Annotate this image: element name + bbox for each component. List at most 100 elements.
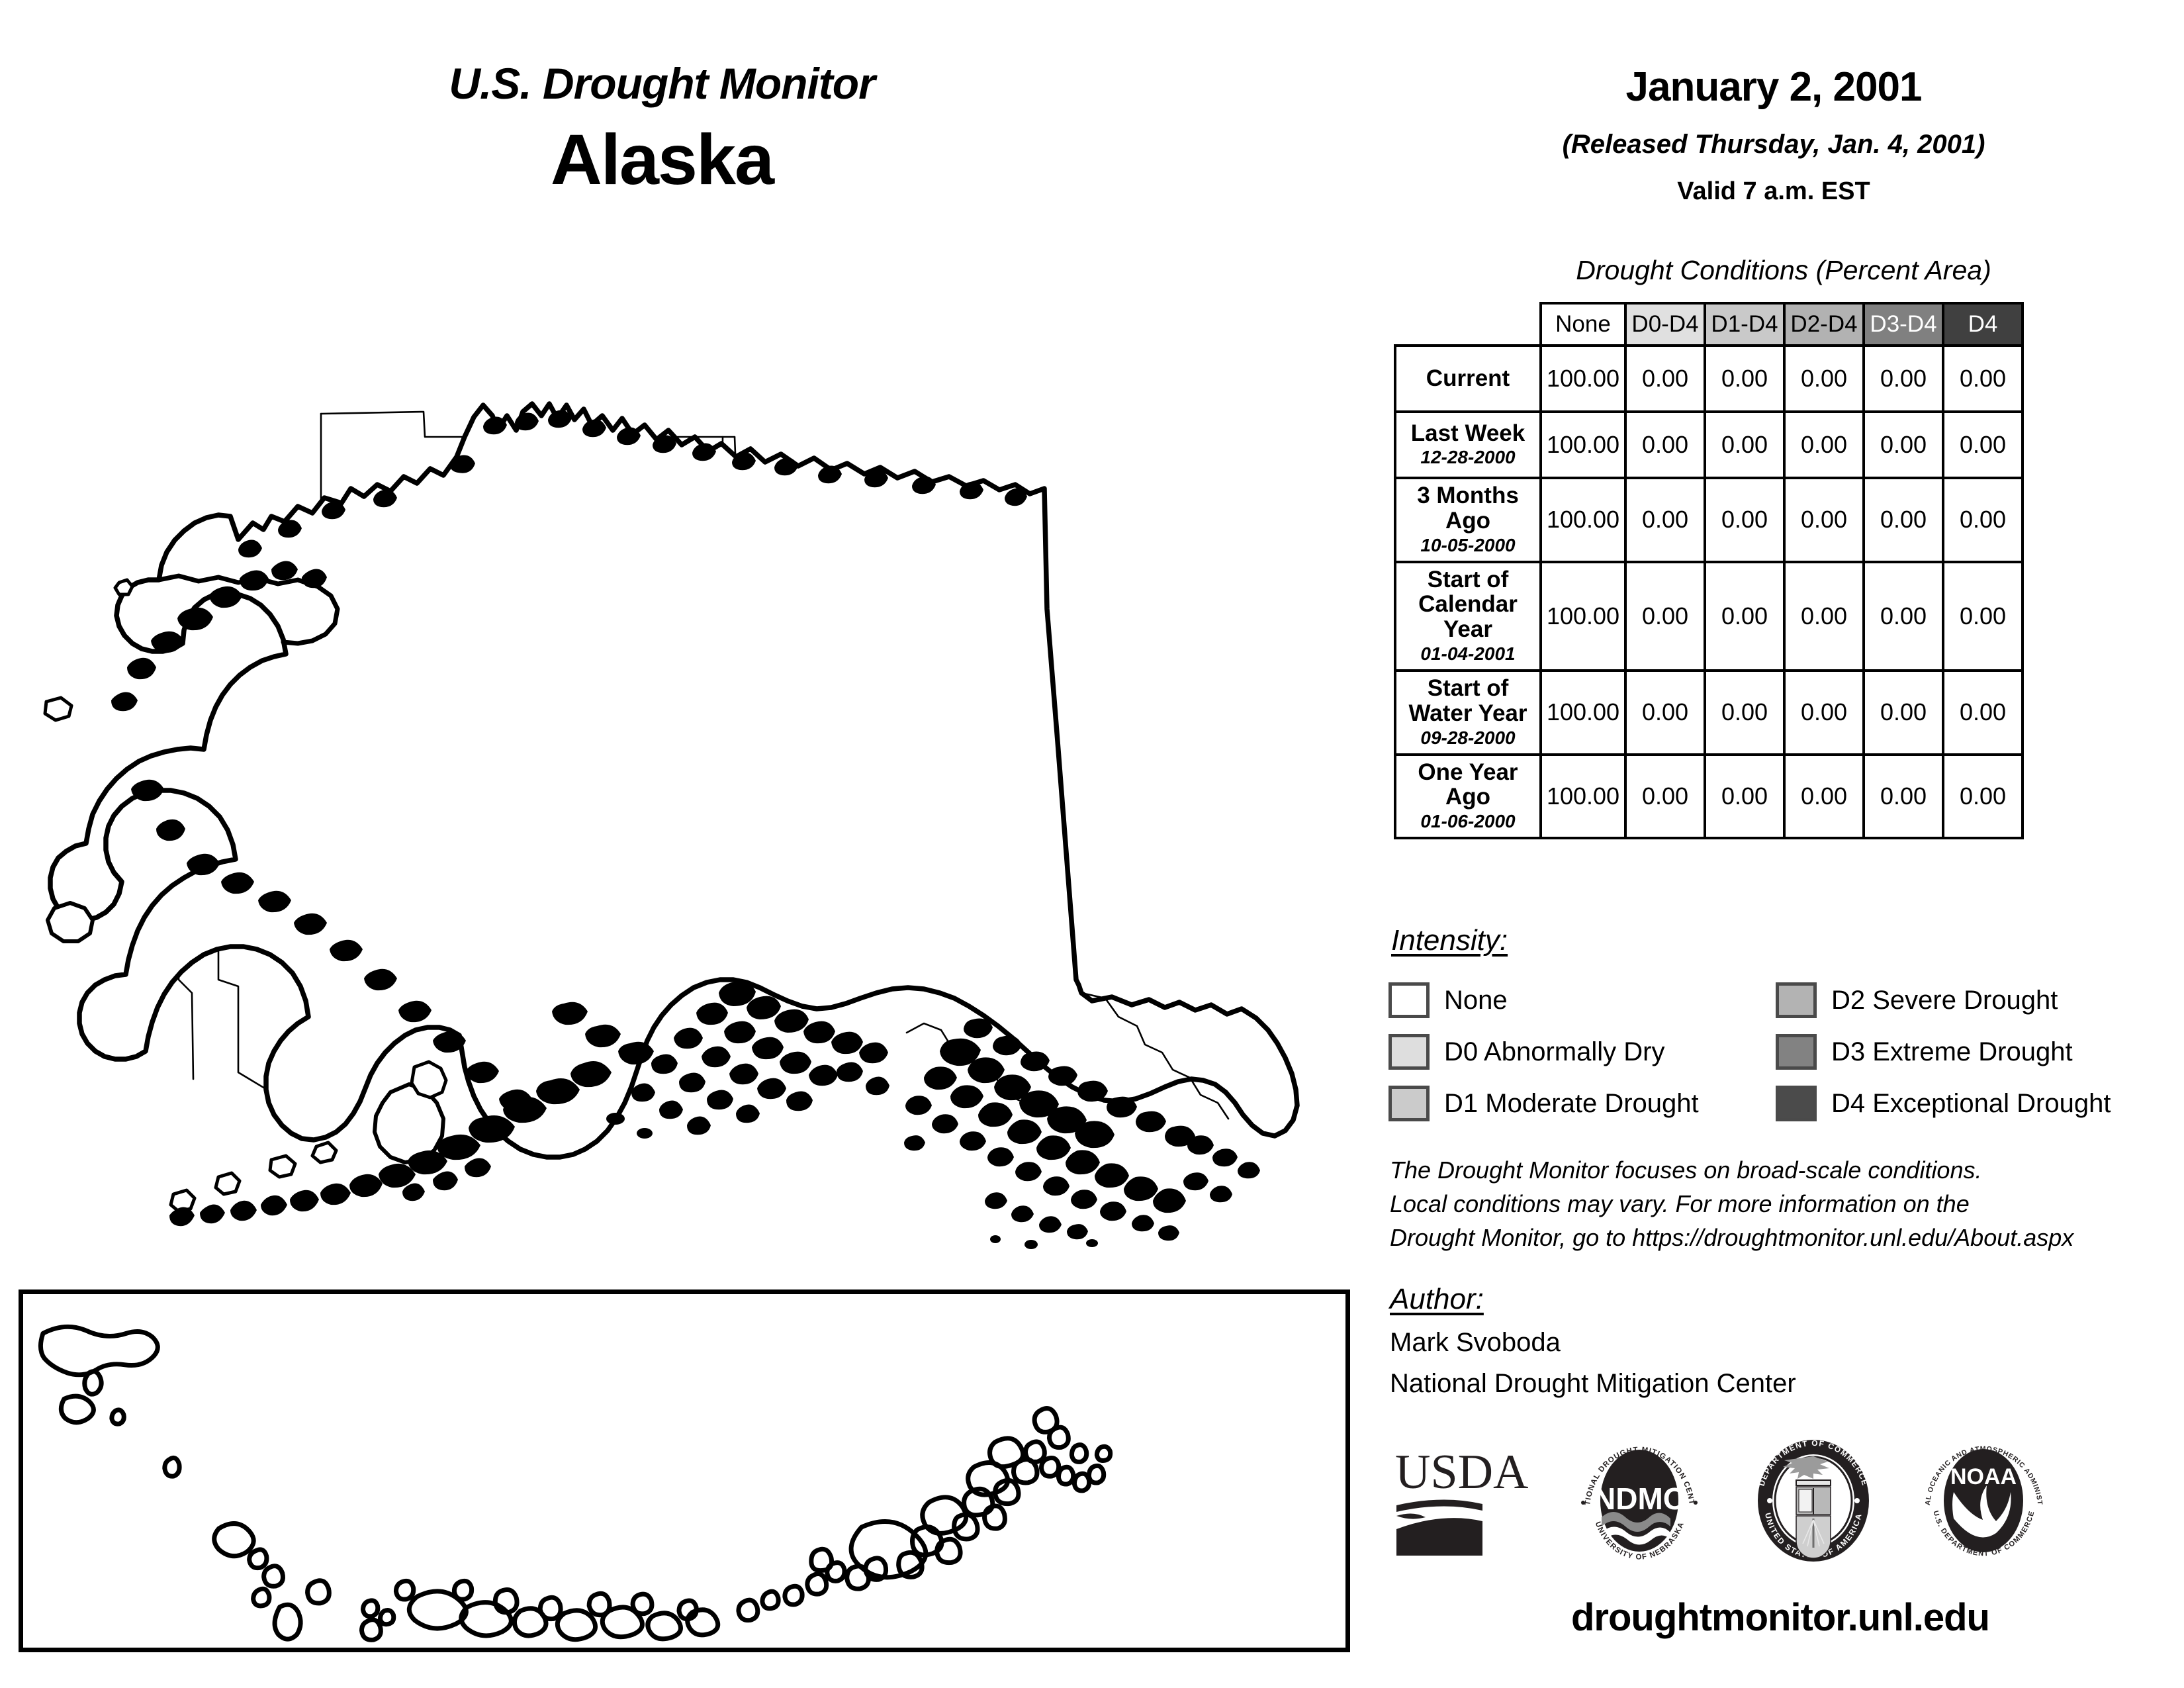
alaska-main-map [20,238,1350,1271]
svg-text:NOAA: NOAA [1950,1464,2017,1489]
cell-none: 100.00 [1539,669,1627,756]
author-org: National Drought Mitigation Center [1390,1369,1796,1398]
row-label-text: 3 Months Ago [1417,483,1519,534]
legend-label: None [1444,985,1508,1015]
aleutian-island-chain [38,1324,1113,1642]
little-island-a [113,578,134,596]
column-header-d0-d4: D0-D4 [1624,302,1706,347]
legend-row: D0 Abnormally Dry D3 Extreme Drought [1388,1026,2163,1078]
legend-item: D2 Severe Drought [1776,982,2163,1018]
legend-label: D0 Abnormally Dry [1444,1037,1665,1066]
cell-d2-d4: 0.00 [1783,753,1865,840]
cell-d1-d4: 0.00 [1704,560,1786,672]
row-date: 09-28-2000 [1420,727,1516,748]
legend-swatch [1388,982,1430,1018]
site-url: droughtmonitor.unl.edu [1570,1596,1990,1639]
cell-d0-d4: 0.00 [1624,477,1706,563]
cell-d3-d4: 0.00 [1862,344,1944,413]
legend-label: D1 Moderate Drought [1444,1088,1699,1118]
peninsula-island-1 [268,1154,297,1179]
nunivak-island [46,901,95,943]
cell-d1-d4: 0.00 [1704,410,1786,479]
cell-d3-d4: 0.00 [1862,669,1944,756]
legend-swatch [1776,1034,1817,1070]
row-label-text: One Year Ago [1418,759,1518,810]
cell-none: 100.00 [1539,477,1627,563]
author-name: Mark Svoboda [1390,1328,1561,1357]
cell-none: 100.00 [1539,753,1627,840]
state-title: Alaska [550,119,774,199]
table-row: 3 Months Ago 10-05-2000 100.00 0.00 0.00 0.00… [1394,477,2024,563]
legend-row: None D2 Severe Drought [1388,974,2163,1026]
legend-swatch [1776,982,1817,1018]
disclaimer-line-1: The Drought Monitor focuses on broad-sca… [1390,1156,1982,1184]
legend-item: None [1388,982,1776,1018]
legend-item: D0 Abnormally Dry [1388,1034,1776,1070]
shumagin-islands [310,1141,338,1164]
row-label: 3 Months Ago 10-05-2000 [1394,477,1542,563]
table-row: Start of Calendar Year 01-04-2001 100.00 0.0… [1394,560,2024,672]
legend-label: D3 Extreme Drought [1831,1037,2073,1066]
cell-d0-d4: 0.00 [1624,560,1706,672]
drought-conditions-table: None D0-D4 D1-D4 D2-D4 D3-D4 D4 Current 100.00 0… [1394,302,2024,840]
cell-d1-d4: 0.00 [1704,344,1786,413]
cell-d3-d4: 0.00 [1862,477,1944,563]
logo-row: USDA NDMC NATIONAL DROUGHT MITIGATION CE… [1390,1430,2171,1569]
valid-date: January 2, 2001 [1625,64,1923,110]
author-heading: Author: [1390,1283,1484,1315]
row-label-text: Start of [1427,675,1509,701]
west-coast-detail [111,561,654,1111]
north-coast-detail [238,410,1027,558]
legend-swatch [1388,1086,1430,1121]
row-date: 01-06-2000 [1420,811,1516,832]
cell-d2-d4: 0.00 [1783,669,1865,756]
row-label: Current [1394,344,1542,413]
cell-d2-d4: 0.00 [1783,410,1865,479]
cell-d4: 0.00 [1942,560,2024,672]
row-label: Last Week 12-28-2000 [1394,410,1542,479]
column-header-d3-d4: D3-D4 [1862,302,1944,347]
table-corner-blank [1395,303,1541,346]
cell-none: 100.00 [1539,410,1627,479]
south-central-islands [606,981,889,1139]
valid-time: Valid 7 a.m. EST [1677,177,1870,205]
row-date: 10-05-2000 [1420,534,1516,555]
cell-d0-d4: 0.00 [1624,410,1706,479]
row-label-text: Calendar Year [1418,591,1518,643]
cell-d1-d4: 0.00 [1704,753,1786,840]
cell-d4: 0.00 [1942,669,2024,756]
cell-d1-d4: 0.00 [1704,477,1786,563]
doc-seal: DEPARTMENT OF COMMERCE UNITED STATES OF … [1747,1436,1880,1569]
st-matthew-island [43,696,73,722]
afognak-island [410,1060,448,1100]
legend-row: D1 Moderate Drought D4 Exceptional Drough… [1388,1078,2163,1129]
row-label-text: Start of [1427,566,1509,592]
row-label-text: Current [1426,365,1510,392]
intensity-heading: Intensity: [1391,924,1508,957]
row-label-text: Water Year [1408,700,1527,726]
panhandle-boundary [1080,992,1230,1120]
peninsula-island-3 [169,1188,197,1213]
svg-text:NDMC: NDMC [1594,1481,1685,1516]
cell-none: 100.00 [1539,344,1627,413]
legend-label: D2 Severe Drought [1831,985,2058,1015]
ndmc-logo: NDMC NATIONAL DROUGHT MITIGATION CENTER … [1565,1430,1711,1569]
row-date: 12-28-2000 [1420,447,1516,468]
cell-d2-d4: 0.00 [1783,560,1865,672]
table-row: Current 100.00 0.00 0.00 0.00 0.00 0.00 [1394,344,2024,413]
disclaimer: The Drought Monitor focuses on broad-sca… [1390,1153,2171,1254]
peninsula-island-2 [214,1171,242,1196]
row-label: Start of Water Year 09-28-2000 [1394,669,1542,756]
legend-item: D4 Exceptional Drought [1776,1086,2163,1121]
row-label-text: Last Week [1410,420,1525,446]
table-header-row: None D0-D4 D1-D4 D2-D4 D3-D4 D4 [1395,302,2024,347]
cell-d3-d4: 0.00 [1862,560,1944,672]
legend-swatch [1776,1086,1817,1121]
column-header-d4: D4 [1942,302,2024,347]
legend-item: D1 Moderate Drought [1388,1086,1776,1121]
cell-d2-d4: 0.00 [1783,477,1865,563]
column-header-d1-d4: D1-D4 [1704,302,1786,347]
cell-d1-d4: 0.00 [1704,669,1786,756]
cell-d4: 0.00 [1942,344,2024,413]
